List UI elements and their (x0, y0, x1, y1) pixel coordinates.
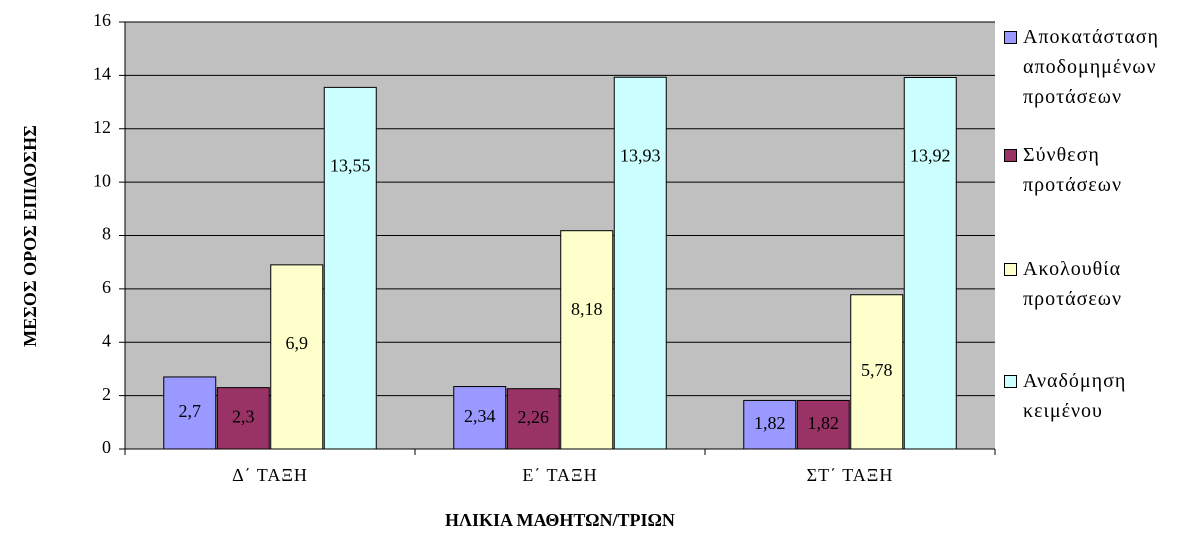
data-label: 5,78 (861, 360, 893, 380)
legend-label: Σύνθεση προτάσεων (1023, 144, 1122, 196)
y-tick-label: 4 (102, 330, 111, 350)
data-label: 13,92 (910, 146, 951, 166)
data-label: 2,26 (518, 407, 550, 427)
data-label: 13,93 (620, 145, 661, 165)
bar (850, 294, 904, 450)
legend-entry: Αποκατάσταση αποδομημένων προτάσεων (1004, 22, 1199, 112)
data-label: 6,9 (286, 333, 309, 353)
legend-entry: Σύνθεση προτάσεων (1004, 140, 1199, 200)
legend-entry: Ακολουθία προτάσεων (1004, 254, 1199, 314)
y-tick-label: 14 (93, 64, 111, 84)
y-tick-label: 6 (102, 277, 111, 297)
bar (560, 230, 614, 450)
data-label: 2,34 (464, 406, 496, 426)
data-label: 13,55 (330, 156, 371, 176)
y-axis-title: ΜΕΣΟΣ ΟΡΟΣ ΕΠΙΔΟΣΗΣ (20, 125, 40, 347)
x-tick-label: ΣΤ΄ ΤΑΞΗ (807, 465, 894, 485)
y-tick-label: 12 (93, 117, 111, 137)
x-axis-title: ΗΛΙΚΙΑ ΜΑΘΗΤΩΝ/ΤΡΙΩΝ (445, 510, 675, 530)
data-label: 1,82 (754, 413, 786, 433)
bar (506, 388, 560, 450)
data-label: 8,18 (571, 299, 603, 319)
y-tick-label: 0 (102, 437, 111, 457)
legend-swatch (1004, 31, 1017, 44)
bar (743, 399, 797, 450)
x-tick-label: Ε΄ ΤΑΞΗ (522, 465, 597, 485)
bar (216, 387, 270, 450)
y-tick-label: 16 (93, 10, 111, 30)
legend-label: Αναδόμηση κειμένου (1023, 370, 1127, 422)
data-label: 2,7 (179, 401, 202, 421)
bar (323, 86, 377, 450)
y-tick-label: 10 (93, 170, 111, 190)
x-tick-label: Δ΄ ΤΑΞΗ (232, 465, 308, 485)
y-tick-label: 8 (102, 224, 111, 244)
bar (163, 376, 217, 450)
legend-swatch (1004, 375, 1017, 388)
legend-swatch (1004, 149, 1017, 162)
legend-label: Αποκατάσταση αποδομημένων προτάσεων (1023, 26, 1159, 108)
bar (613, 76, 667, 450)
legend-swatch (1004, 263, 1017, 276)
legend-entry: Αναδόμηση κειμένου (1004, 366, 1199, 426)
bar (796, 399, 850, 450)
legend-label: Ακολουθία προτάσεων (1023, 258, 1122, 310)
bar (903, 77, 957, 450)
data-label: 2,3 (232, 406, 255, 426)
bar (453, 386, 507, 450)
data-label: 1,82 (808, 413, 840, 433)
bar (270, 264, 324, 450)
y-tick-label: 2 (102, 384, 111, 404)
